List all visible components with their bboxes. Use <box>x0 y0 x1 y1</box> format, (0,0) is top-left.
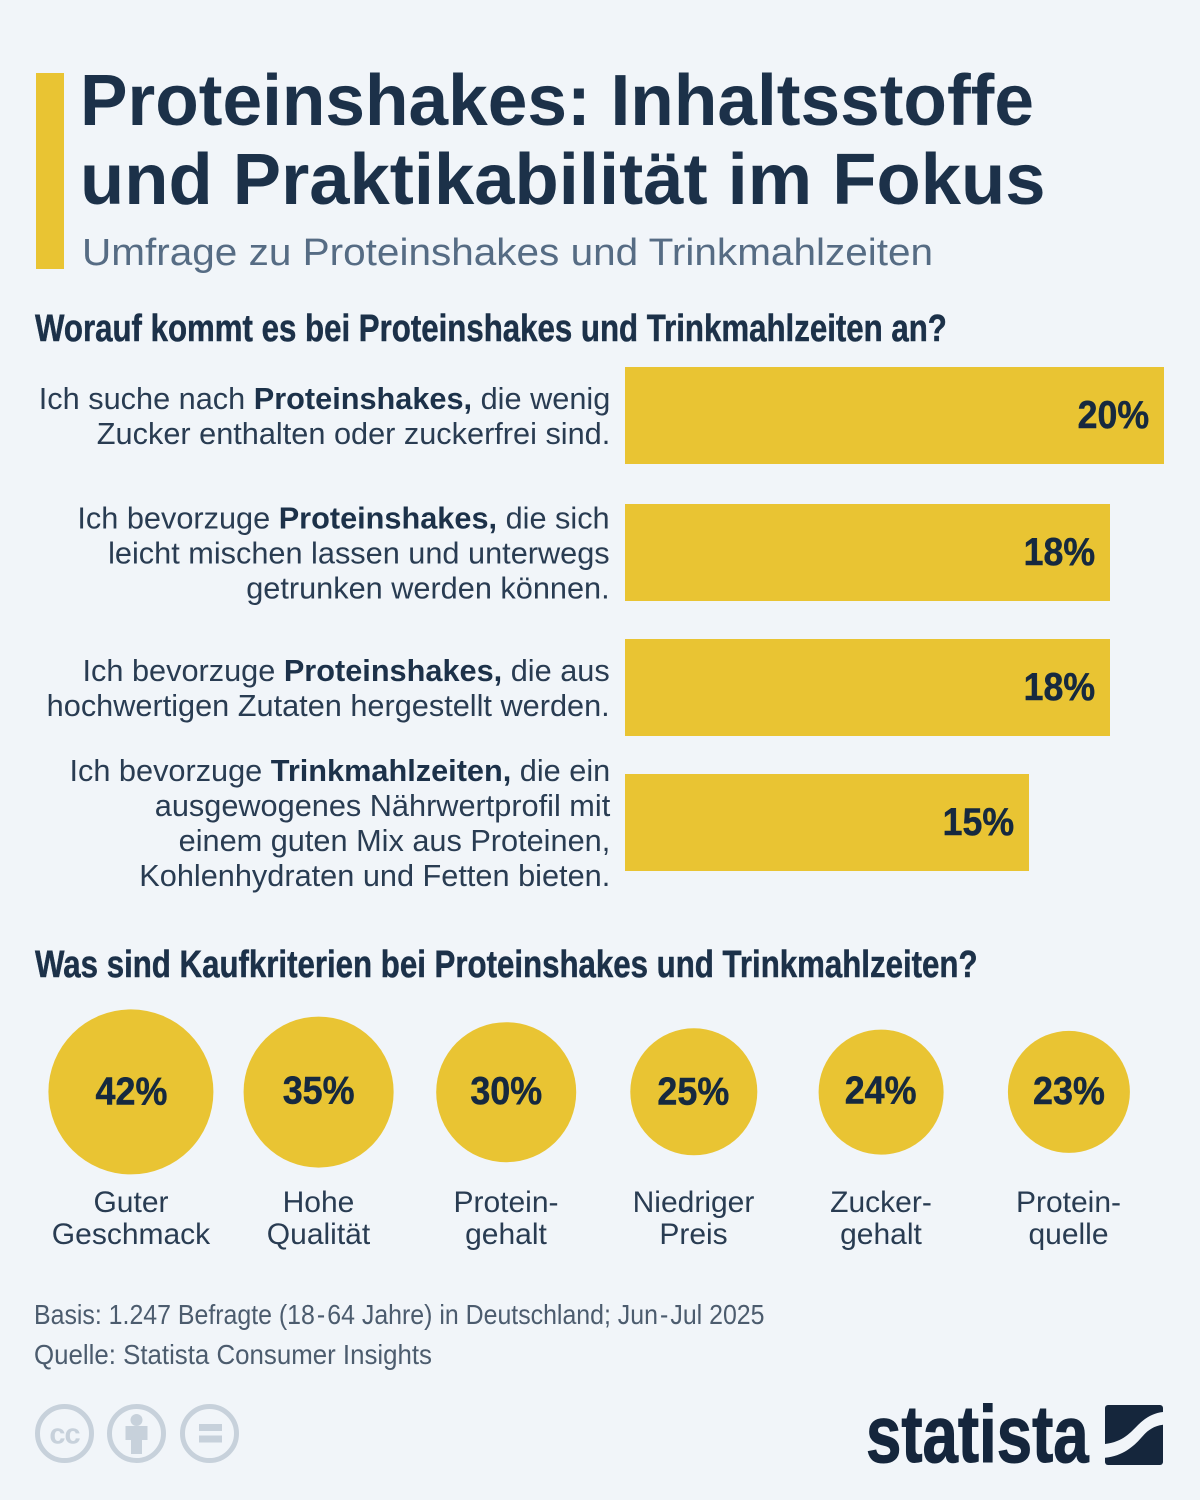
svg-text:cc: cc <box>49 1419 80 1451</box>
